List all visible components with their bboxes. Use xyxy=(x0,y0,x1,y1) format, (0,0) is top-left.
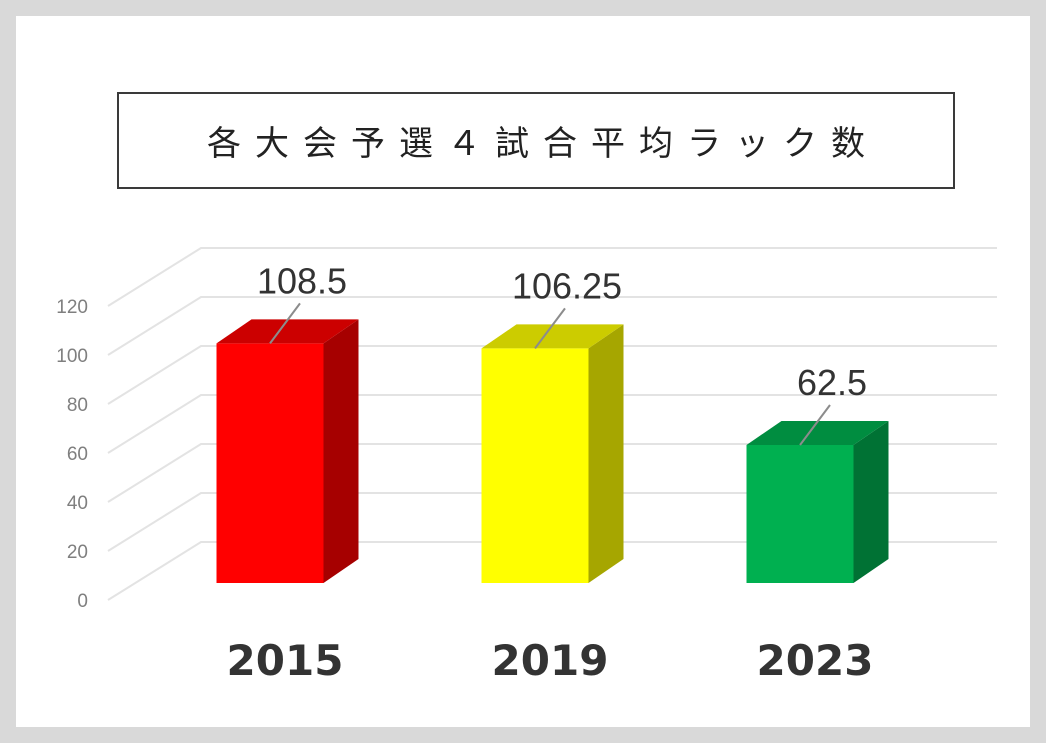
bar-side xyxy=(323,319,359,583)
data-label: 62.5 xyxy=(797,362,867,403)
data-label: 108.5 xyxy=(257,260,347,301)
chart-title: 各大会予選４試合平均ラック数 xyxy=(117,92,955,189)
y-tick-label: 100 xyxy=(56,346,88,367)
bar-front xyxy=(746,444,854,583)
bar-front xyxy=(216,343,324,583)
leader-line xyxy=(534,307,566,349)
bar-side xyxy=(853,420,889,583)
bar-front xyxy=(481,348,589,583)
gridline xyxy=(107,492,997,552)
y-tick-label: 0 xyxy=(77,591,88,612)
y-tick-label: 20 xyxy=(67,542,88,563)
x-category-label: 2015 xyxy=(227,636,344,685)
gridline xyxy=(107,296,997,356)
y-tick-label: 60 xyxy=(67,444,88,465)
gridline xyxy=(107,541,997,601)
bar-side xyxy=(588,324,624,583)
y-tick-label: 80 xyxy=(67,395,88,416)
bar-top xyxy=(746,420,889,445)
leader-line xyxy=(269,302,301,344)
bar-top xyxy=(216,319,359,344)
y-tick-label: 40 xyxy=(67,493,88,514)
x-category-label: 2023 xyxy=(757,636,874,685)
y-tick-label: 120 xyxy=(56,297,88,318)
data-label: 106.25 xyxy=(512,265,622,306)
gridline xyxy=(107,345,997,405)
gridline xyxy=(107,394,997,454)
gridline xyxy=(107,443,997,503)
leader-line xyxy=(799,404,831,446)
gridline xyxy=(107,247,997,307)
bar-top xyxy=(481,324,624,349)
x-category-label: 2019 xyxy=(492,636,609,685)
